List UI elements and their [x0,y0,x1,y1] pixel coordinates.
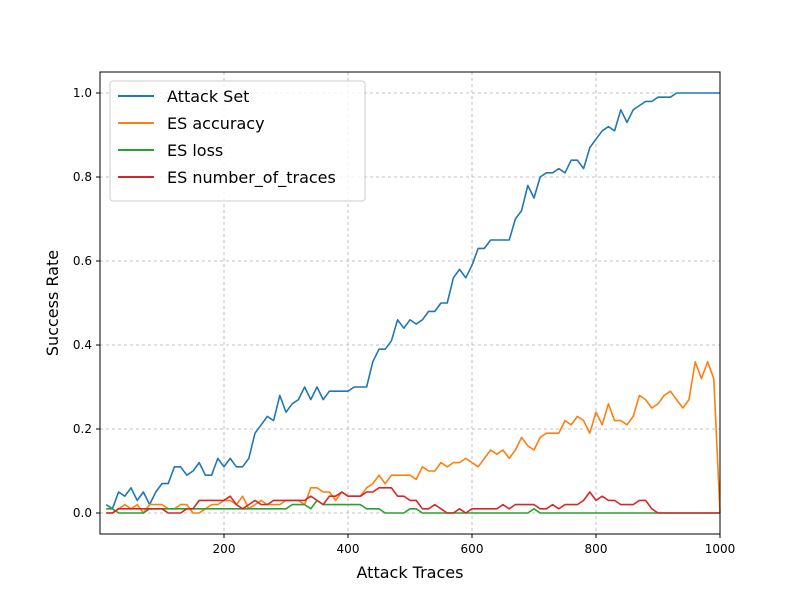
legend: Attack Set ES accuracy ES loss ES number_of… [109,80,366,202]
x-tick-label: 200 [213,542,236,556]
series-line [106,360,721,514]
y-tick-label: 0.4 [73,338,92,352]
x-tick-label: 800 [585,542,608,556]
series-line [106,499,720,514]
x-tick-label: 1000 [705,542,736,556]
series-line [105,92,720,510]
legend-label: ES number_of_traces [167,168,336,188]
series-line [106,486,720,514]
x-tick-label: 400 [337,542,360,556]
legend-label: Attack Set [167,87,249,106]
y-axis-label: Success Rate [43,250,62,356]
plot-frame [99,71,721,535]
series-lines [105,92,721,514]
y-tick-label: 0.8 [73,170,92,184]
x-tick-label: 600 [461,542,484,556]
legend-label: ES loss [167,141,223,160]
axis-ticks: 200 400 600 800 1000 0.0 0.2 0.4 0.6 0.8 1.0 [73,86,735,556]
y-tick-label: 0.6 [73,254,92,268]
x-axis-label: Attack Traces [357,563,464,582]
legend-label: ES accuracy [167,114,265,133]
legend-box [109,80,366,202]
y-tick-label: 0.2 [73,422,92,436]
y-tick-label: 0.0 [73,506,92,520]
y-tick-label: 1.0 [73,86,92,100]
